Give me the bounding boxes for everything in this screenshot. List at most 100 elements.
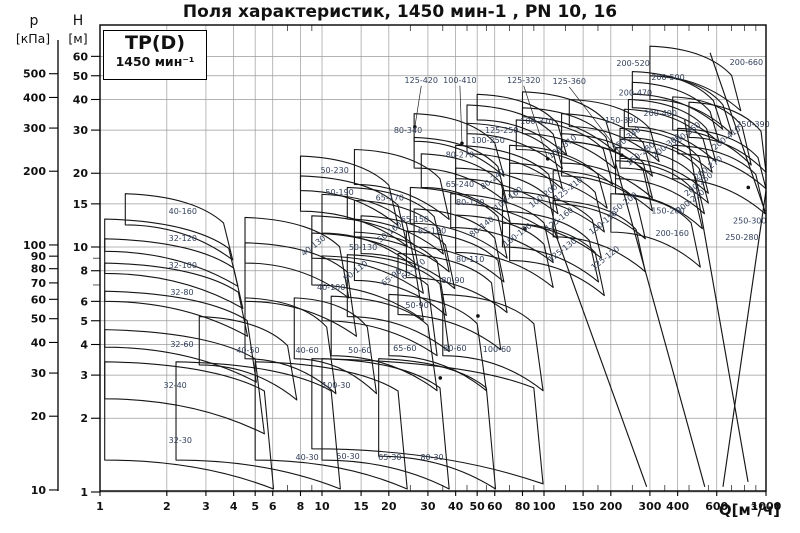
field-label: 80-110	[456, 255, 484, 264]
field-label: 100-60	[483, 345, 511, 354]
h-tick-label: 2	[80, 412, 88, 425]
h-tick-label: 15	[73, 198, 88, 211]
p-axis-name: p	[29, 13, 39, 29]
field-outline	[455, 144, 559, 215]
data-point	[413, 125, 417, 129]
field-outline	[244, 216, 350, 299]
field-outline	[672, 144, 766, 215]
data-point	[460, 141, 464, 146]
q-tick-label: 40	[448, 500, 464, 513]
field-outline	[552, 170, 646, 240]
data-point	[619, 153, 624, 157]
field-label: 250-390	[736, 120, 769, 129]
h-tick-label: 50	[73, 70, 89, 83]
p-tick-label: 300	[23, 122, 46, 135]
field-outline	[420, 153, 511, 223]
field-outline	[450, 193, 554, 264]
field-label: 200-660	[730, 58, 763, 67]
h-axis-unit: [м]	[68, 31, 88, 46]
field-label: 125-120	[589, 244, 621, 272]
field-outline	[397, 253, 502, 351]
h-tick-label: 3	[80, 369, 88, 382]
field-outline	[561, 113, 654, 177]
field-outline	[378, 358, 497, 490]
leader-line	[523, 85, 549, 159]
envelope-line	[614, 162, 706, 487]
p-tick-label: 60	[31, 293, 47, 306]
field-label: 125-250	[485, 126, 518, 135]
p-tick-label: 10	[31, 484, 47, 497]
field-label: 65-130	[418, 226, 446, 235]
field-label: 32-100	[169, 261, 197, 270]
field-outline	[672, 96, 752, 166]
field-label: 32-40	[164, 381, 187, 390]
p-tick-label: 40	[31, 336, 47, 349]
field-outline	[501, 210, 600, 283]
q-tick-label: 4	[230, 500, 238, 513]
p-tick-label: 50	[31, 313, 47, 326]
field-label: 65-150	[401, 215, 429, 224]
field-label: 150-260	[651, 206, 684, 215]
data-point	[476, 314, 480, 318]
envelope-line	[709, 52, 766, 212]
h-tick-label: 4	[80, 338, 88, 351]
field-outline	[442, 293, 544, 392]
field-label: 125-320	[507, 76, 540, 85]
field-outline	[619, 127, 709, 194]
data-point	[438, 376, 443, 380]
field-outline	[455, 214, 554, 288]
p-tick-label: 400	[23, 91, 46, 104]
field-outline	[175, 361, 341, 490]
field-label: 50-230	[320, 166, 348, 175]
p-tick-label: 70	[31, 277, 47, 290]
q-tick-label: 50	[470, 500, 486, 513]
field-outline	[244, 242, 358, 337]
field-outline	[104, 262, 249, 337]
field-label: 32-120	[169, 234, 197, 243]
field-label: 80-30	[420, 453, 443, 462]
q-tick-label: 1	[96, 500, 104, 513]
field-label: 65-60	[393, 344, 416, 353]
field-outline	[254, 361, 408, 490]
field-label: 80-90	[441, 276, 464, 285]
field-outline	[466, 104, 563, 170]
q-tick-label: 400	[666, 500, 689, 513]
legend-series-name: TP(D)	[124, 32, 186, 54]
field-label: 125-360	[553, 77, 586, 86]
q-tick-label: 3	[202, 500, 210, 513]
field-outline	[455, 167, 559, 240]
h-tick-label: 5	[80, 315, 88, 328]
q-tick-label: 150	[572, 500, 595, 513]
envelope-line	[722, 190, 767, 487]
field-label: 50-30	[336, 452, 359, 461]
field-label: 250-300	[733, 217, 766, 226]
p-tick-label: 90	[31, 250, 47, 263]
field-outline	[509, 144, 608, 209]
p-tick-label: 80	[31, 263, 47, 276]
field-label: 100-30	[322, 381, 350, 390]
field-label: 80-270	[446, 150, 474, 159]
field-label: 150-390	[605, 116, 638, 125]
h-tick-label: 10	[73, 241, 89, 254]
p-tick-label: 100	[23, 239, 46, 252]
q-tick-label: 20	[381, 500, 397, 513]
field-outline	[623, 108, 713, 173]
field-label: 40-130	[300, 234, 328, 259]
field-outline	[501, 189, 603, 259]
field-outline	[619, 138, 709, 204]
field-label: 100-370	[520, 117, 553, 126]
h-axis-name: H	[72, 13, 84, 29]
field-outline	[321, 255, 438, 357]
field-label: 32-60	[170, 340, 193, 349]
field-outline	[413, 136, 508, 204]
field-outline	[552, 199, 646, 273]
field-outline	[198, 316, 298, 401]
field-outline	[568, 98, 660, 163]
field-label: 40-50	[236, 346, 259, 355]
h-tick-label: 1	[80, 486, 88, 499]
field-label: 200-400	[644, 109, 677, 118]
h-tick-label: 6	[80, 295, 88, 308]
field-outline	[104, 361, 275, 490]
field-outline	[311, 358, 544, 485]
